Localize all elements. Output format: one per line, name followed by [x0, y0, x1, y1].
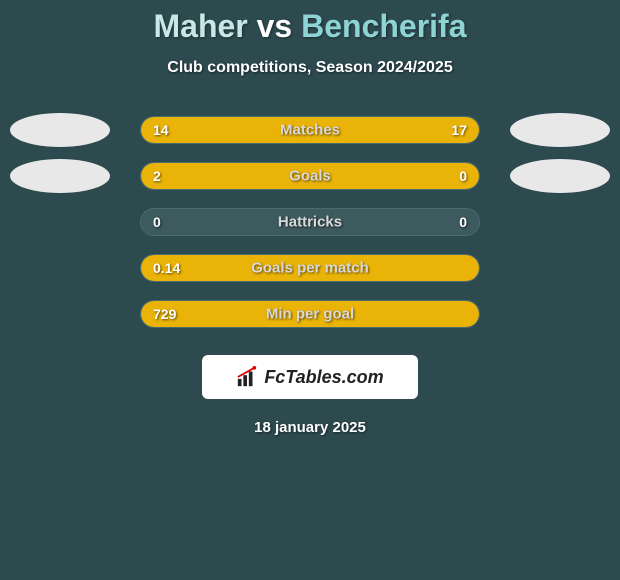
player2-badge: [510, 159, 610, 193]
stat-bar: Matches 14 17: [140, 116, 480, 144]
date-label: 18 january 2025: [0, 419, 620, 436]
stat-bar: Min per goal 729: [140, 300, 480, 328]
stat-value-left: 0: [153, 214, 161, 230]
bar-fill-left: [141, 163, 405, 189]
player1-badge: [10, 113, 110, 147]
bar-fill-right: [405, 163, 479, 189]
bar-chart-icon: [236, 366, 258, 388]
player1-name: Maher: [153, 8, 247, 44]
stat-value-left: 2: [153, 168, 161, 184]
stat-row: Goals per match 0.14: [0, 245, 620, 291]
stat-bar: Goals per match 0.14: [140, 254, 480, 282]
stat-label: Matches: [280, 122, 340, 139]
stat-label: Goals per match: [251, 260, 369, 277]
stat-value-right: 17: [451, 122, 467, 138]
player2-name: Bencherifa: [301, 8, 466, 44]
stat-bar: Goals 2 0: [140, 162, 480, 190]
logo-text: FcTables.com: [264, 367, 383, 388]
stat-row: Hattricks 0 0: [0, 199, 620, 245]
subtitle: Club competitions, Season 2024/2025: [0, 59, 620, 77]
stat-label: Goals: [289, 168, 331, 185]
stat-value-left: 0.14: [153, 260, 180, 276]
stats-list: Matches 14 17 Goals 2 0 Hattricks 0 0 Goals per m…: [0, 107, 620, 337]
stat-row: Min per goal 729: [0, 291, 620, 337]
player1-badge: [10, 159, 110, 193]
stat-value-right: 0: [459, 214, 467, 230]
stat-label: Min per goal: [266, 306, 354, 323]
stat-label: Hattricks: [278, 214, 342, 231]
logo-box[interactable]: FcTables.com: [202, 355, 418, 399]
player2-badge: [510, 113, 610, 147]
stat-row: Matches 14 17: [0, 107, 620, 153]
stat-value-left: 729: [153, 306, 176, 322]
stat-bar: Hattricks 0 0: [140, 208, 480, 236]
stat-value-left: 14: [153, 122, 169, 138]
vs-label: vs: [257, 8, 293, 44]
comparison-widget: Maher vs Bencherifa Club competitions, S…: [0, 0, 620, 436]
stat-row: Goals 2 0: [0, 153, 620, 199]
page-title: Maher vs Bencherifa: [0, 8, 620, 45]
stat-value-right: 0: [459, 168, 467, 184]
